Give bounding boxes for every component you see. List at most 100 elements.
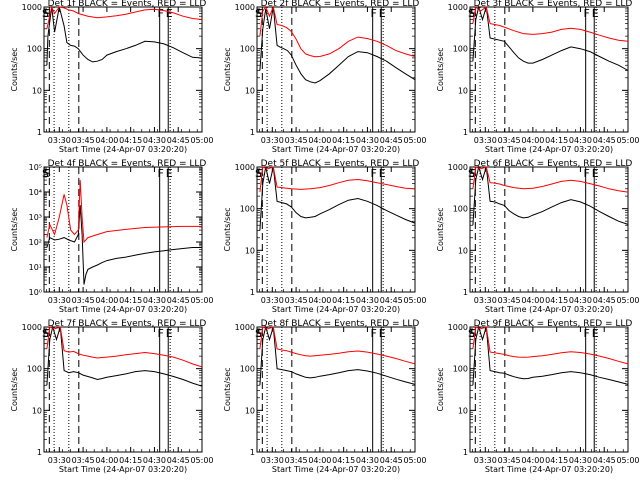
y-tick-label: 1 xyxy=(463,448,468,457)
y-tick-label: 10⁴ xyxy=(29,188,42,197)
x-tick-label: 04:00 xyxy=(95,296,118,305)
y-tick-label: 10 xyxy=(32,406,42,415)
x-tick-label: 05:00 xyxy=(190,456,213,465)
series-events xyxy=(472,325,629,386)
x-tick-label: 04:00 xyxy=(521,456,544,465)
y-tick-label: 100 xyxy=(240,365,255,374)
y-tick-label: 10 xyxy=(32,86,42,95)
marker-label: S xyxy=(44,7,51,20)
y-tick-label: 1000 xyxy=(235,163,255,172)
marker-label: F xyxy=(583,167,589,180)
x-tick-label: 04:30 xyxy=(356,456,379,465)
series-lld xyxy=(46,5,203,29)
marker-label: S xyxy=(468,7,475,20)
marker-label: S xyxy=(468,327,475,340)
marker-label: F xyxy=(157,7,163,20)
x-tick-label: 05:00 xyxy=(403,296,426,305)
y-axis-label: Counts/sec xyxy=(223,47,232,91)
marker-label: F xyxy=(370,167,376,180)
x-tick-label: 05:00 xyxy=(403,136,426,145)
series-lld xyxy=(472,326,629,365)
y-axis-label: Counts/sec xyxy=(10,47,19,91)
y-tick-label: 100 xyxy=(27,365,42,374)
x-axis-label: Start Time (24-Apr-07 03:20:20) xyxy=(485,465,613,474)
x-tick-label: 04:30 xyxy=(143,296,166,305)
plot-frame xyxy=(256,166,416,293)
series-events xyxy=(259,6,416,84)
x-tick-label: 04:15 xyxy=(332,456,355,465)
x-tick-label: 04:00 xyxy=(308,296,331,305)
series-lld xyxy=(472,6,629,42)
panel-det-3: Det 3f BLACK = Events, RED = LLD 1 10 100 10… xyxy=(436,0,640,154)
marker-label: S xyxy=(44,167,51,180)
panel-title: Det 4f BLACK = Events, RED = LLD xyxy=(48,159,207,169)
series-lld xyxy=(259,166,416,193)
x-tick-label: 03:45 xyxy=(498,136,521,145)
x-tick-label: 03:45 xyxy=(285,136,308,145)
panel-title: Det 6f BLACK = Events, RED = LLD xyxy=(474,159,633,169)
plot-frame xyxy=(256,6,416,133)
y-tick-label: 1000 xyxy=(448,323,468,332)
plot-frame xyxy=(43,6,203,133)
panel-det-9: Det 9f BLACK = Events, RED = LLD 1 10 100 10… xyxy=(436,319,640,474)
y-tick-label: 1 xyxy=(37,448,42,457)
marker-label: S xyxy=(257,327,264,340)
marker-label: S xyxy=(470,167,477,180)
x-tick-label: 04:15 xyxy=(119,456,142,465)
x-tick-label: 04:45 xyxy=(380,296,403,305)
y-axis-label: Counts/sec xyxy=(10,207,19,251)
series-lld xyxy=(259,326,416,365)
y-tick-label: 100 xyxy=(453,45,468,54)
x-tick-label: 03:30 xyxy=(261,296,284,305)
y-tick-label: 100 xyxy=(240,45,255,54)
y-tick-label: 100 xyxy=(453,205,468,214)
x-tick-label: 03:45 xyxy=(72,296,95,305)
y-axis-label: Counts/sec xyxy=(436,207,445,251)
x-tick-label: 04:30 xyxy=(356,136,379,145)
x-tick-label: 04:45 xyxy=(593,296,616,305)
x-axis-label: Start Time (24-Apr-07 03:20:20) xyxy=(272,465,400,474)
panel-title: Det 5f BLACK = Events, RED = LLD xyxy=(261,159,420,169)
x-tick-label: 04:15 xyxy=(119,136,142,145)
y-tick-label: 10 xyxy=(245,86,255,95)
x-tick-label: 04:15 xyxy=(545,136,568,145)
y-tick-label: 1 xyxy=(250,288,255,297)
x-tick-label: 03:45 xyxy=(285,296,308,305)
x-tick-label: 03:45 xyxy=(72,456,95,465)
x-tick-label: 03:45 xyxy=(498,456,521,465)
x-axis-label: Start Time (24-Apr-07 03:20:20) xyxy=(272,305,400,314)
x-tick-label: 04:00 xyxy=(521,136,544,145)
plot-frame xyxy=(43,166,203,293)
y-tick-label: 10⁵ xyxy=(29,163,42,172)
x-axis-label: Start Time (24-Apr-07 03:20:20) xyxy=(485,145,613,154)
x-tick-label: 04:45 xyxy=(380,136,403,145)
series-events xyxy=(46,325,203,387)
panel-det-5: Det 5f BLACK = Events, RED = LLD 1 10 100 10… xyxy=(223,159,427,314)
x-tick-label: 03:30 xyxy=(48,136,71,145)
y-tick-label: 10 xyxy=(458,246,468,255)
series-events xyxy=(472,5,629,71)
x-tick-label: 04:00 xyxy=(95,456,118,465)
x-tick-label: 03:45 xyxy=(285,456,308,465)
y-tick-label: 10 xyxy=(458,406,468,415)
y-tick-label: 1000 xyxy=(235,323,255,332)
x-tick-label: 03:30 xyxy=(48,456,71,465)
series-lld xyxy=(259,5,416,58)
y-tick-label: 10⁰ xyxy=(29,288,42,297)
marker-label: S xyxy=(255,167,262,180)
panel-det-6: Det 6f BLACK = Events, RED = LLD 1 10 100 10… xyxy=(436,159,640,314)
x-tick-label: 04:00 xyxy=(95,136,118,145)
panel-det-4: Det 4f BLACK = Events, RED = LLD 10⁰ 10¹ 10… xyxy=(10,159,214,314)
x-axis-label: Start Time (24-Apr-07 03:20:20) xyxy=(485,305,613,314)
y-tick-label: 1000 xyxy=(235,3,255,12)
marker-label: S xyxy=(257,167,264,180)
x-tick-label: 04:30 xyxy=(569,136,592,145)
marker-label: E xyxy=(166,7,173,20)
x-tick-label: 04:30 xyxy=(143,456,166,465)
series-events xyxy=(472,165,629,226)
x-tick-label: 05:00 xyxy=(616,296,639,305)
y-tick-label: 1 xyxy=(250,448,255,457)
y-axis-label: Counts/sec xyxy=(436,367,445,411)
y-axis-label: Counts/sec xyxy=(10,367,19,411)
panel-det-8: Det 8f BLACK = Events, RED = LLD 1 10 100 10… xyxy=(223,319,427,474)
